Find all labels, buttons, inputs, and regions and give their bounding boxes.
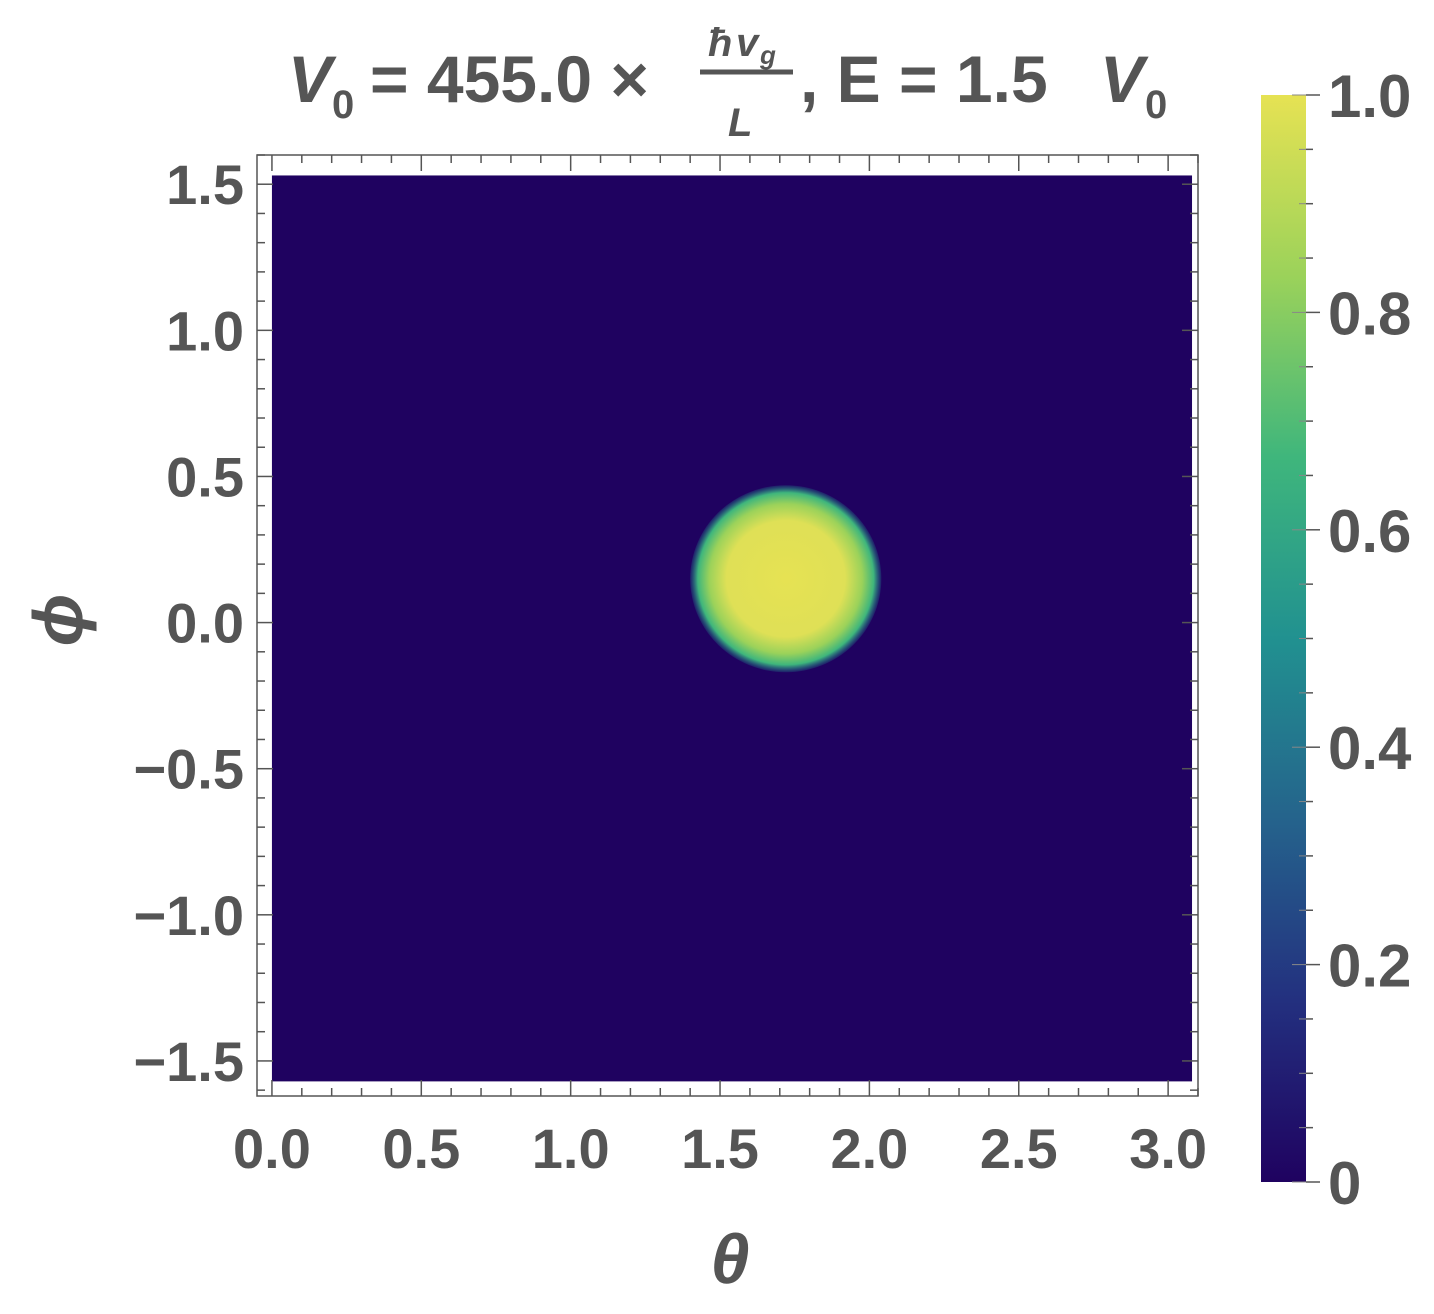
colorbar-tick-label: 1.0: [1328, 63, 1411, 130]
title-v0-symbol: V: [288, 42, 337, 116]
colorbar-ticks: [1292, 94, 1320, 1183]
x-axis-label: θ: [710, 1220, 749, 1298]
y-tick-labels: 1.5 1.0 0.5 0.0 −0.5 −1.0 −1.5: [133, 153, 244, 1093]
y-tick-label: 1.5: [166, 153, 244, 216]
x-tick-label: 2.5: [980, 1117, 1058, 1180]
x-tick-label: 2.0: [830, 1117, 908, 1180]
y-tick-label: 0.5: [166, 445, 244, 508]
y-tick-label: −1.0: [133, 884, 244, 947]
chart-title: V 0 = 455.0 × ħ v g L , E = 1.5 V 0: [288, 21, 1167, 145]
x-tick-label: 3.0: [1129, 1117, 1207, 1180]
x-tick-label: 0.0: [233, 1117, 311, 1180]
title-tail-subscript: 0: [1145, 83, 1167, 127]
y-tick-label: 1.0: [166, 299, 244, 362]
y-tick-label: 0.0: [166, 592, 244, 655]
title-tail: , E = 1.5: [800, 42, 1048, 116]
colorbar-tick-label: 0.4: [1328, 715, 1412, 782]
x-tick-label: 1.5: [681, 1117, 759, 1180]
title-denominator: L: [728, 101, 752, 145]
title-v: v: [736, 21, 761, 65]
x-tick-label: 0.5: [382, 1117, 460, 1180]
y-axis-label: ϕ: [19, 593, 97, 646]
title-equals-value: = 455.0 ×: [370, 42, 649, 116]
title-v0-subscript: 0: [332, 83, 354, 127]
colorbar: 0 0.2 0.4 0.6 0.8 1.0: [1261, 63, 1412, 1217]
plot-frame: [256, 154, 1199, 1097]
colorbar-tick-label: 0.8: [1328, 280, 1411, 347]
title-hbar: ħ: [708, 21, 732, 65]
colorbar-tick-label: 0: [1328, 1150, 1361, 1217]
title-v-subscript: g: [759, 40, 776, 70]
y-tick-label: −0.5: [133, 738, 244, 801]
colorbar-tick-label: 0.2: [1328, 933, 1411, 1000]
plot-area: 0.0 0.5 1.0 1.5 2.0 2.5 3.0 1.5 1.0 0.5 0.0 −0.5 −1…: [133, 153, 1207, 1180]
axis-ticks: [257, 154, 1199, 1096]
title-tail-symbol: V: [1100, 42, 1149, 116]
y-tick-label: −1.5: [133, 1030, 244, 1093]
colorbar-tick-labels: 0 0.2 0.4 0.6 0.8 1.0: [1328, 63, 1412, 1217]
colorbar-gradient: [1261, 95, 1306, 1182]
heatmap-spot: [690, 485, 882, 673]
colorbar-tick-label: 0.6: [1328, 498, 1411, 565]
x-tick-label: 1.0: [532, 1117, 610, 1180]
x-tick-labels: 0.0 0.5 1.0 1.5 2.0 2.5 3.0: [233, 1117, 1207, 1180]
